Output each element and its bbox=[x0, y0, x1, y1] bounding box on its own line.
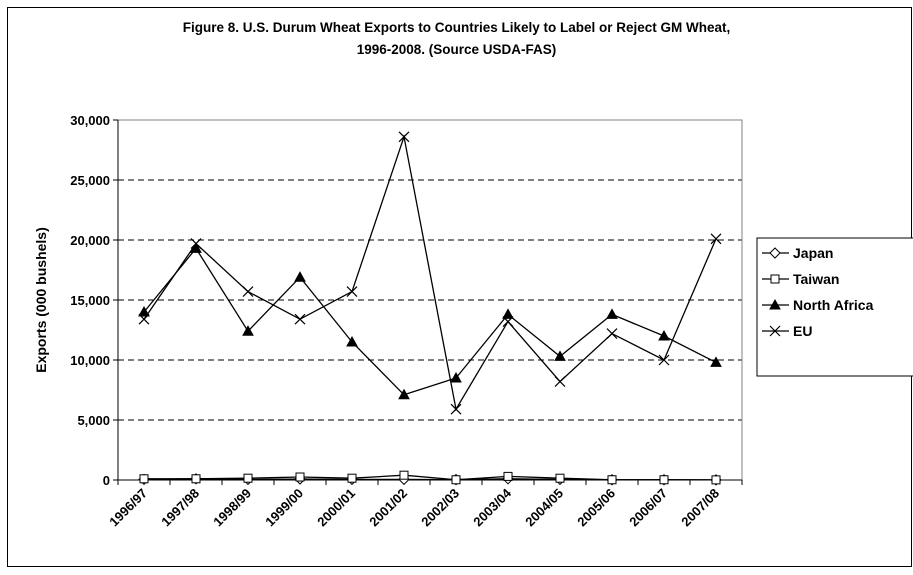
y-tick-label: 15,000 bbox=[70, 293, 110, 308]
legend-label-eu: EU bbox=[793, 323, 812, 339]
data-point-eu bbox=[554, 376, 566, 388]
data-point-taiwan bbox=[243, 473, 253, 483]
data-point-north-africa bbox=[138, 305, 150, 317]
x-tick-label: 2003/04 bbox=[470, 485, 514, 529]
x-tick-label: 2005/06 bbox=[574, 486, 618, 530]
x-axis-ticks: 1996/97 1997/98 1998/99 1999/00 2000/01 2001/… bbox=[106, 485, 722, 529]
x-tick-label: 2000/01 bbox=[314, 486, 358, 530]
y-tick-label: 0 bbox=[103, 473, 110, 488]
data-point-eu bbox=[606, 328, 618, 340]
data-point-taiwan bbox=[555, 473, 565, 483]
data-point-taiwan bbox=[451, 475, 461, 485]
axes bbox=[113, 119, 743, 485]
chart-title: Figure 8. U.S. Durum Wheat Exports to Co… bbox=[0, 17, 913, 61]
data-point-eu bbox=[190, 238, 202, 250]
data-point-taiwan bbox=[607, 475, 617, 485]
data-point-taiwan bbox=[295, 472, 305, 482]
series-group bbox=[138, 131, 722, 486]
x-tick-label: 1997/98 bbox=[158, 486, 202, 530]
data-point-taiwan bbox=[659, 475, 669, 485]
y-axis-ticks: 0 5,000 10,000 15,000 20,000 25,000 30,000 bbox=[70, 113, 110, 488]
data-point-north-africa bbox=[398, 388, 410, 400]
y-axis-label: Exports (000 bushels) bbox=[33, 227, 49, 373]
data-point-north-africa bbox=[346, 335, 358, 347]
y-tick-label: 10,000 bbox=[70, 353, 110, 368]
data-point-north-africa bbox=[502, 308, 514, 319]
series-north-africa bbox=[138, 242, 722, 400]
data-point-north-africa bbox=[294, 271, 306, 282]
y-tick-label: 20,000 bbox=[70, 233, 110, 248]
x-tick-label: 2004/05 bbox=[522, 486, 566, 530]
legend-marker-eu bbox=[769, 325, 781, 337]
data-point-taiwan bbox=[347, 473, 357, 483]
data-point-eu bbox=[450, 403, 462, 415]
data-point-eu bbox=[242, 286, 254, 298]
y-tick-label: 5,000 bbox=[77, 413, 110, 428]
data-point-north-africa bbox=[710, 356, 722, 367]
legend-item-eu: EU bbox=[762, 323, 812, 339]
x-tick-label: 1999/00 bbox=[262, 486, 306, 530]
series-line-eu bbox=[143, 134, 717, 412]
data-point-eu bbox=[502, 316, 514, 328]
y-tick-label: 30,000 bbox=[70, 113, 110, 128]
x-tick-label: 2006/07 bbox=[626, 486, 670, 530]
legend-marker-north-africa bbox=[769, 298, 781, 310]
series-line-north-africa bbox=[143, 247, 717, 396]
data-point-eu bbox=[710, 233, 722, 245]
data-point-eu bbox=[138, 313, 150, 325]
y-tick-label: 25,000 bbox=[70, 173, 110, 188]
data-point-north-africa bbox=[658, 329, 670, 341]
data-point-taiwan bbox=[191, 474, 201, 484]
series-line-taiwan bbox=[144, 474, 717, 481]
legend-box bbox=[756, 237, 913, 377]
data-point-taiwan bbox=[139, 474, 149, 484]
x-tick-label: 1998/99 bbox=[210, 486, 254, 530]
data-point-eu bbox=[398, 131, 410, 143]
data-point-eu bbox=[294, 313, 306, 325]
legend-label-north-africa: North Africa bbox=[793, 297, 874, 313]
data-point-taiwan bbox=[399, 470, 409, 480]
legend-marker-japan bbox=[769, 247, 781, 259]
data-point-north-africa bbox=[554, 350, 566, 361]
legend-item-japan: Japan bbox=[762, 245, 833, 261]
chart-title-line-2: 1996-2008. (Source USDA-FAS) bbox=[356, 42, 557, 57]
chart-title-line-1: Figure 8. U.S. Durum Wheat Exports to Co… bbox=[182, 20, 731, 35]
data-point-taiwan bbox=[503, 471, 513, 481]
data-point-north-africa bbox=[242, 325, 254, 336]
legend: Japan Taiwan North Africa EU bbox=[756, 237, 913, 377]
legend-item-north-africa: North Africa bbox=[762, 297, 874, 313]
x-tick-label: 2002/03 bbox=[418, 486, 462, 530]
legend-item-taiwan: Taiwan bbox=[762, 271, 839, 287]
gridlines bbox=[118, 179, 742, 421]
series-eu bbox=[138, 131, 722, 415]
legend-label-japan: Japan bbox=[793, 245, 833, 261]
x-tick-label: 1996/97 bbox=[106, 486, 150, 530]
legend-marker-taiwan bbox=[770, 274, 780, 284]
legend-label-taiwan: Taiwan bbox=[793, 271, 839, 287]
data-point-taiwan bbox=[711, 475, 721, 485]
data-point-eu bbox=[658, 354, 670, 366]
data-point-north-africa bbox=[450, 371, 462, 383]
data-point-north-africa bbox=[606, 308, 618, 319]
series-taiwan bbox=[139, 470, 721, 485]
x-tick-label: 2007/08 bbox=[678, 486, 722, 530]
x-tick-label: 2001/02 bbox=[366, 486, 410, 530]
data-point-eu bbox=[346, 286, 358, 298]
